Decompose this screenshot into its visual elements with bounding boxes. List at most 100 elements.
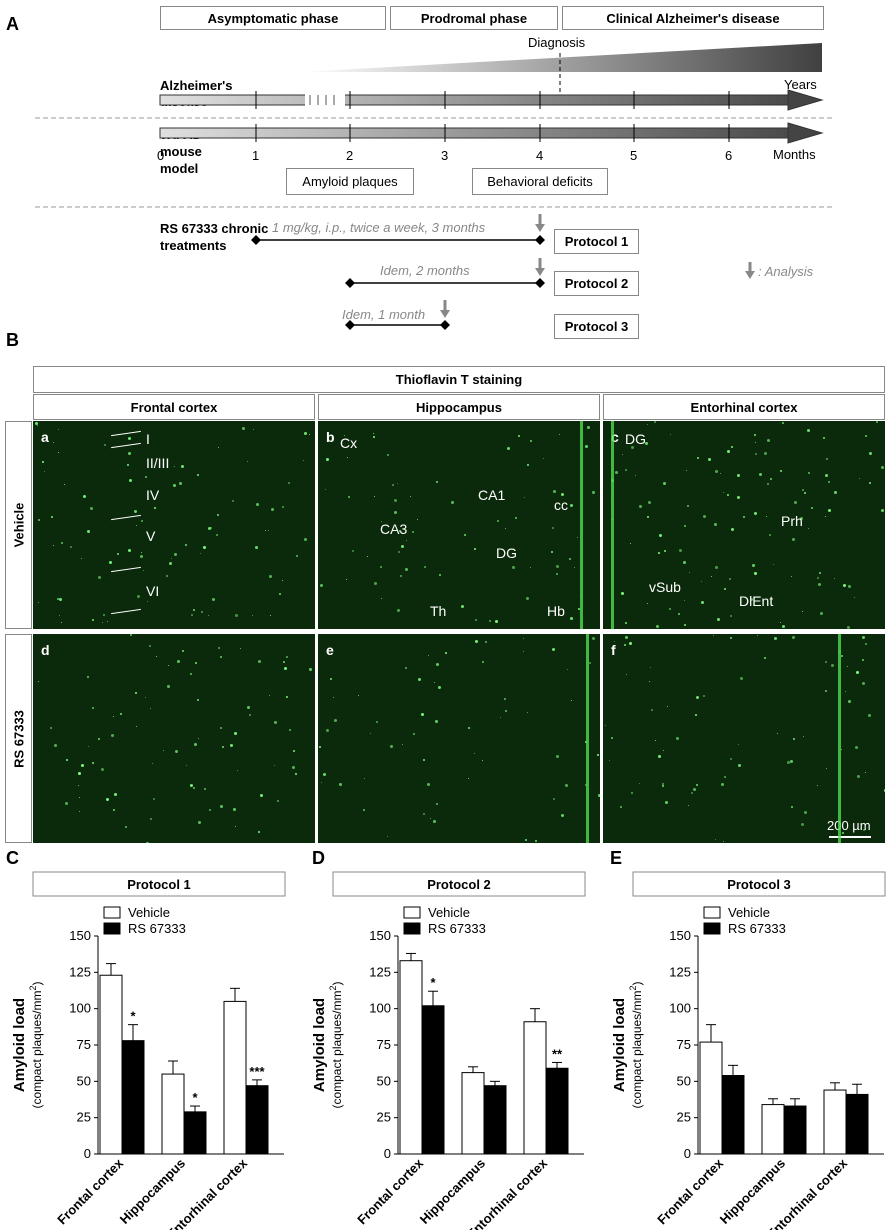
plaque-dot	[43, 437, 45, 439]
plaque-dot	[523, 651, 524, 652]
plaque-dot	[168, 665, 169, 666]
plaque-dot	[647, 603, 648, 604]
plaque-dot	[208, 615, 209, 616]
significance-marker: **	[552, 1046, 563, 1061]
plaque-dot	[283, 661, 285, 663]
plaque-dot	[823, 437, 825, 439]
legend-label: RS 67333	[728, 921, 786, 936]
plaque-dot	[715, 470, 718, 473]
month-tick-1: 1	[252, 148, 260, 163]
plaque-dot	[845, 691, 846, 692]
plaque-dot	[198, 821, 201, 824]
plaque-dot	[578, 608, 580, 610]
y-tick-label: 75	[377, 1037, 391, 1052]
plaque-dot	[570, 504, 573, 507]
plaque-dot	[277, 800, 279, 802]
plaque-dot	[57, 598, 59, 600]
bar-rs67333	[845, 1093, 869, 1155]
legend-swatch-rs67333	[703, 922, 721, 935]
y-tick-label: 25	[77, 1110, 91, 1125]
micrograph-a: a I II/III IV V VI	[33, 421, 315, 629]
plaque-dot	[113, 716, 114, 717]
plaque-dot	[505, 528, 506, 529]
phase-clinical: Clinical Alzheimer's disease	[562, 6, 824, 30]
plaque-dot	[865, 643, 867, 645]
plaque-dot	[715, 566, 718, 569]
plaque-dot	[333, 697, 334, 698]
plaque-dot	[79, 797, 80, 798]
plaque-dot	[764, 452, 767, 455]
plaque-dot	[417, 519, 418, 520]
plaque-dot	[624, 644, 626, 646]
y-axis-sublabel: (compact plaques/mm2)	[328, 981, 344, 1108]
plaque-dot	[374, 496, 375, 497]
plaque-dot	[818, 583, 821, 586]
plaque-dot	[569, 558, 571, 560]
y-axis-sublabel: (compact plaques/mm2)	[28, 981, 44, 1108]
plaque-dot	[81, 764, 84, 767]
plaque-dot	[659, 534, 662, 537]
plaque-dot	[58, 429, 59, 430]
plaque-dot	[527, 712, 528, 713]
legend-label: Vehicle	[428, 905, 470, 920]
scale-bar	[829, 836, 871, 838]
plaque-dot	[92, 619, 94, 621]
bar-vehicle	[223, 1000, 247, 1155]
plaque-dot	[774, 637, 777, 640]
plaque-dot	[625, 622, 627, 624]
plaque-dot	[109, 561, 112, 564]
image-letter-c: c	[611, 429, 619, 445]
plaque-dot	[344, 435, 345, 436]
plaque-dot	[863, 829, 865, 831]
plaque-dot	[526, 597, 529, 600]
plaque-dot	[518, 435, 520, 437]
plaque-dot	[53, 442, 54, 443]
plaque-dot	[222, 746, 224, 748]
layer-label-v: V	[146, 528, 156, 544]
bar-rs67333	[121, 1040, 145, 1155]
legend-swatch-vehicle	[103, 906, 121, 919]
plaque-dot	[87, 676, 89, 678]
plaque-dot	[212, 598, 215, 601]
plaque-dot	[475, 619, 477, 621]
plaque-dot	[433, 820, 436, 823]
plaque-dot	[630, 543, 631, 544]
bar-vehicle	[99, 974, 123, 1155]
plaque-dot	[811, 507, 813, 509]
plaque-dot	[265, 530, 266, 531]
plaque-dot	[398, 551, 400, 553]
plaque-dot	[145, 697, 146, 698]
plaque-dot	[727, 494, 729, 496]
plaque-dot	[662, 785, 664, 787]
plaque-dot	[737, 496, 740, 499]
plaque-dot	[861, 828, 862, 829]
y-axis-sublabel: (compact plaques/mm2)	[628, 981, 644, 1108]
micrograph-f: f 200 µm	[603, 634, 885, 843]
plaque-dot	[862, 682, 865, 685]
plaque-dot	[708, 458, 711, 461]
plaque-dot	[505, 710, 507, 712]
bar-vehicle	[761, 1104, 785, 1155]
plaque-dot	[256, 503, 259, 506]
plaque-dot	[174, 553, 177, 556]
month-tick-0: 0	[157, 148, 165, 163]
plaque-dot	[282, 506, 284, 508]
plaque-dot	[141, 520, 143, 522]
plaque-dot	[635, 475, 636, 476]
y-tick-label: 150	[69, 928, 91, 943]
plaque-dot	[831, 664, 834, 667]
plaque-dot	[381, 598, 382, 599]
plaque-dot	[92, 707, 94, 709]
plaque-dot	[249, 714, 251, 716]
plaque-dot	[128, 437, 131, 440]
image-letter-b: b	[326, 429, 335, 445]
plaque-dot	[83, 495, 86, 498]
plaque-dot	[323, 773, 326, 776]
x-category-label: Hippocampus	[717, 1156, 788, 1227]
plaque-dot	[665, 801, 668, 804]
plaque-dot	[609, 760, 610, 761]
plaque-dot	[79, 811, 80, 812]
plaque-dot	[611, 737, 613, 739]
plaque-dot	[430, 818, 431, 819]
